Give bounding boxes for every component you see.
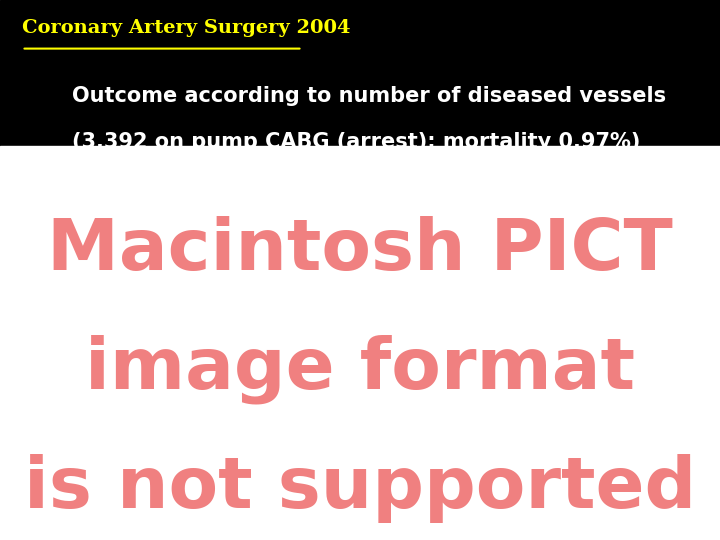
Text: Outcome according to number of diseased vessels: Outcome according to number of diseased …: [72, 86, 666, 106]
Text: is not supported: is not supported: [24, 454, 696, 523]
Bar: [0, 146, 720, 540]
Text: Coronary Artery Surgery 2004: Coronary Artery Surgery 2004: [22, 19, 350, 37]
Bar: [0, 0, 720, 146]
Text: image format: image format: [85, 335, 635, 404]
Text: (3,392 on pump CABG (arrest): mortality 0.97%): (3,392 on pump CABG (arrest): mortality …: [72, 132, 640, 152]
Text: Macintosh PICT: Macintosh PICT: [47, 216, 673, 285]
